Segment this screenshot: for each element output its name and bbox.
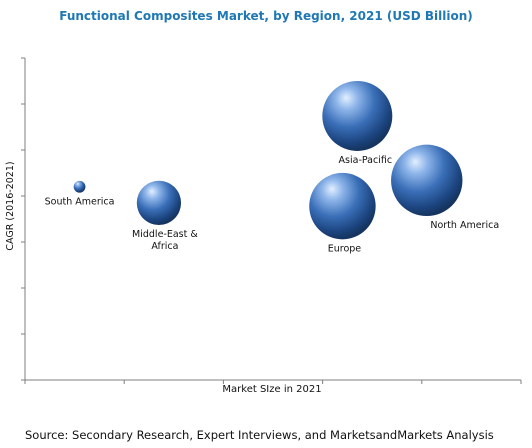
axes <box>21 57 522 384</box>
bubble-label-asia-pacific: Asia-Pacific <box>339 155 393 166</box>
bubble-label-middle-east-africa: Middle-East & Africa <box>132 229 198 252</box>
bubble-north-america <box>391 144 463 217</box>
bubble-middle-east-africa <box>136 180 182 226</box>
x-axis-label: Market SIze in 2021 <box>222 384 321 395</box>
bubble-label-north-america: North America <box>430 220 499 231</box>
chart-title: Functional Composites Market, by Region,… <box>59 9 473 23</box>
bubble-europe <box>309 172 376 240</box>
y-axis-label: CAGR (2016-2021) <box>5 161 16 250</box>
bubble-south-america <box>73 180 86 193</box>
bubbles <box>73 80 463 240</box>
bubble-labels: South America Middle-East & Africa Asia-Pac… <box>45 155 500 254</box>
bubble-label-south-america: South America <box>45 197 115 208</box>
source-note: Source: Secondary Research, Expert Inter… <box>25 428 494 442</box>
bubble-label-europe: Europe <box>328 243 362 254</box>
bubble-asia-pacific <box>322 80 393 151</box>
